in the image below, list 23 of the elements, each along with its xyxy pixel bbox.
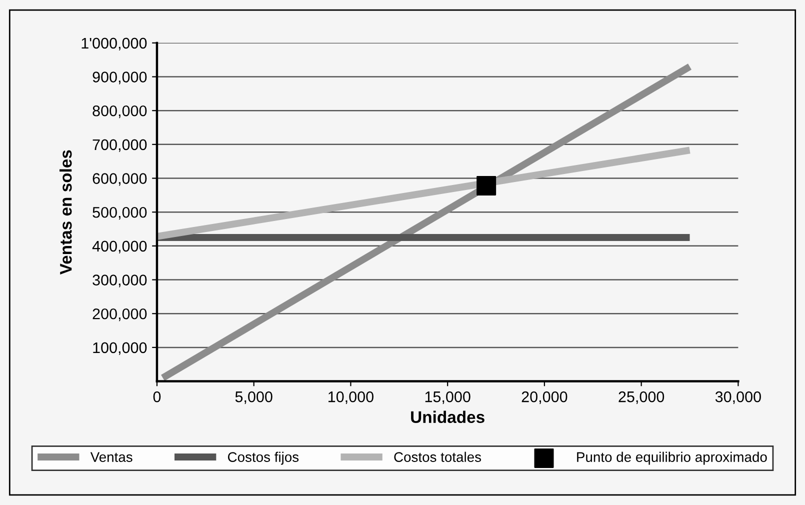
y-tick-label: 700,000 — [92, 139, 147, 152]
x-tick-label: 0 — [153, 391, 161, 402]
x-tick-label: 25,000 — [618, 391, 664, 404]
x-tick-label: 5,000 — [235, 391, 272, 404]
y-tick-label: 300,000 — [92, 274, 147, 288]
y-tick-label: 100,000 — [93, 342, 147, 355]
y-tick-label: 600,000 — [92, 173, 147, 186]
x-tick-label: 10,000 — [328, 391, 374, 404]
y-tick-label: 800,000 — [92, 105, 147, 118]
legend-label: Ventas — [90, 452, 132, 462]
y-tick-label: 400,000 — [92, 240, 147, 254]
x-axis-title: Unidades — [411, 410, 484, 424]
x-tick-label: 20,000 — [522, 391, 568, 404]
legend-label: Costos totales — [394, 452, 482, 462]
x-tick-label: 15,000 — [425, 391, 470, 404]
y-tick-label: 900,000 — [92, 72, 147, 84]
y-tick-label: 200,000 — [92, 308, 147, 322]
y-axis-title: Ventas en soles — [60, 150, 72, 275]
legend-label: Costos fijos — [228, 452, 299, 465]
y-tick-label: 1'000,000 — [82, 38, 147, 50]
x-tick-label: 30,000 — [715, 391, 761, 404]
legend-label: Punto de equilibrio aproximado — [577, 452, 767, 465]
y-tick-label: 500,000 — [92, 206, 147, 220]
